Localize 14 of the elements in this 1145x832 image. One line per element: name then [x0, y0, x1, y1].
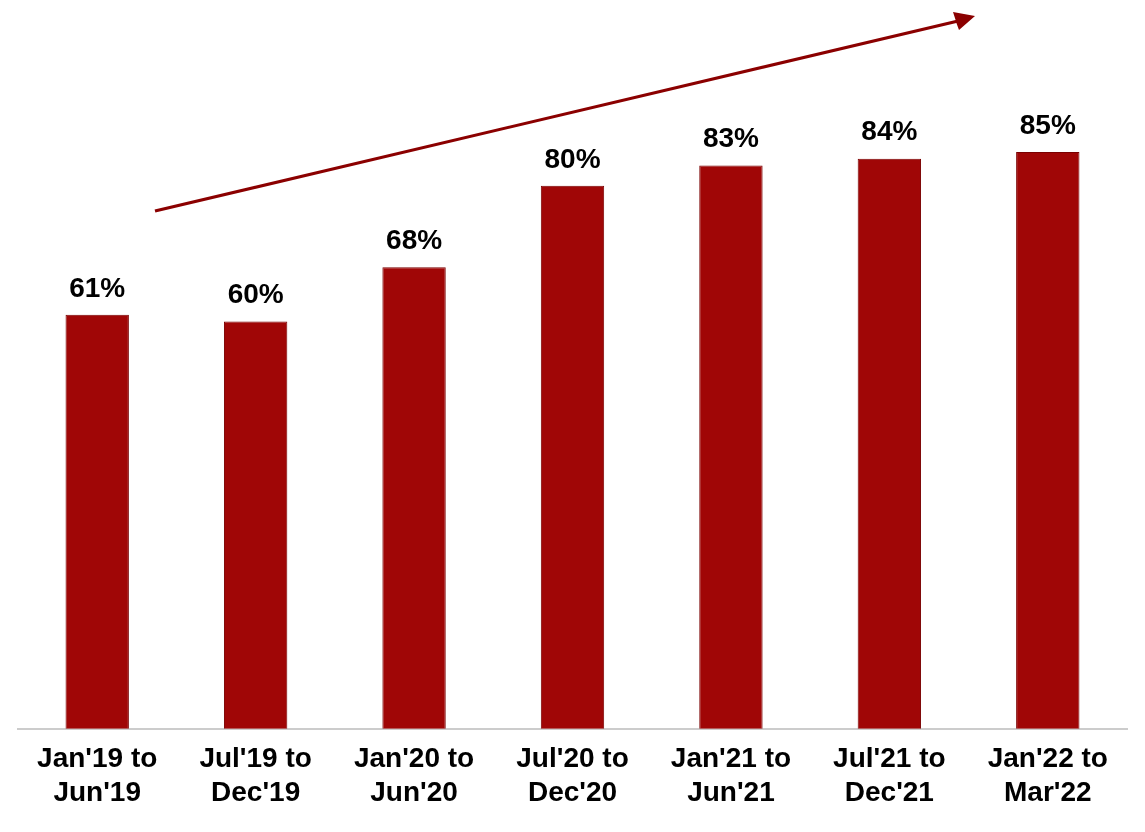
x-tick-label: Jan'19 to Jun'19	[37, 742, 158, 807]
data-label: 68%	[386, 224, 443, 256]
data-label: 83%	[702, 122, 760, 154]
data-label: 80%	[544, 142, 601, 174]
data-label: 85%	[1019, 108, 1076, 140]
x-tick-label: Jul'19 to Dec'19	[199, 742, 312, 807]
x-tick-label: Jan'20 to Jun'20	[353, 742, 475, 807]
x-tick-label: Jan'21 to Jun'21	[670, 742, 792, 807]
x-tick-label: Jul'20 to Dec'20	[516, 742, 629, 807]
x-tick-label: Jul'21 to Dec'21	[833, 742, 946, 807]
x-tick-label: Jan'22 to Mar'22	[987, 742, 1108, 807]
data-label: 84%	[861, 115, 918, 147]
data-label: 61%	[69, 271, 126, 303]
data-label: 60%	[227, 278, 284, 310]
